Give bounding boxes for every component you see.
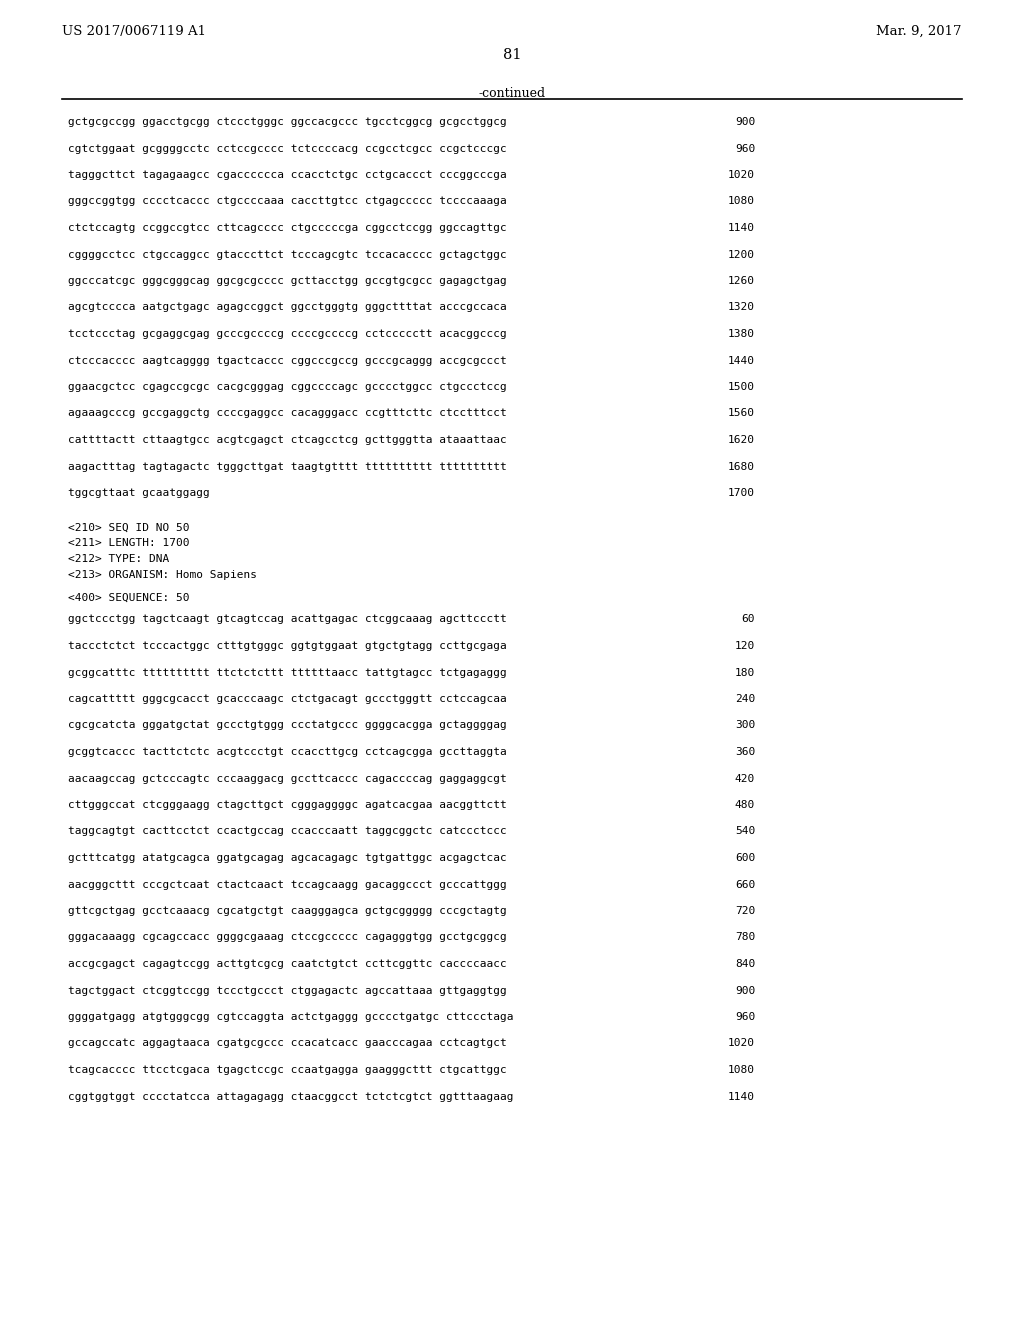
Text: 960: 960 bbox=[735, 1012, 755, 1022]
Text: <211> LENGTH: 1700: <211> LENGTH: 1700 bbox=[68, 539, 189, 549]
Text: taggcagtgt cacttcctct ccactgccag ccacccaatt taggcggctc catccctccc: taggcagtgt cacttcctct ccactgccag ccaccca… bbox=[68, 826, 507, 837]
Text: 120: 120 bbox=[735, 642, 755, 651]
Text: ggcccatcgc gggcgggcag ggcgcgcccc gcttacctgg gccgtgcgcc gagagctgag: ggcccatcgc gggcgggcag ggcgcgcccc gcttacc… bbox=[68, 276, 507, 286]
Text: <400> SEQUENCE: 50: <400> SEQUENCE: 50 bbox=[68, 593, 189, 602]
Text: 1440: 1440 bbox=[728, 355, 755, 366]
Text: 1200: 1200 bbox=[728, 249, 755, 260]
Text: 420: 420 bbox=[735, 774, 755, 784]
Text: 1380: 1380 bbox=[728, 329, 755, 339]
Text: accgcgagct cagagtccgg acttgtcgcg caatctgtct ccttcggttc caccccaacc: accgcgagct cagagtccgg acttgtcgcg caatctg… bbox=[68, 960, 507, 969]
Text: cggtggtggt cccctatcca attagagagg ctaacggcct tctctcgtct ggtttaagaag: cggtggtggt cccctatcca attagagagg ctaacgg… bbox=[68, 1092, 513, 1101]
Text: gccagccatc aggagtaaca cgatgcgccc ccacatcacc gaacccagaa cctcagtgct: gccagccatc aggagtaaca cgatgcgccc ccacatc… bbox=[68, 1039, 507, 1048]
Text: 1140: 1140 bbox=[728, 223, 755, 234]
Text: cattttactt cttaagtgcc acgtcgagct ctcagcctcg gcttgggtta ataaattaac: cattttactt cttaagtgcc acgtcgagct ctcagcc… bbox=[68, 436, 507, 445]
Text: cggggcctcc ctgccaggcc gtacccttct tcccagcgtc tccacacccc gctagctggc: cggggcctcc ctgccaggcc gtacccttct tcccagc… bbox=[68, 249, 507, 260]
Text: cttgggccat ctcgggaagg ctagcttgct cgggaggggc agatcacgaa aacggttctt: cttgggccat ctcgggaagg ctagcttgct cgggagg… bbox=[68, 800, 507, 810]
Text: ctctccagtg ccggccgtcc cttcagcccc ctgcccccga cggcctccgg ggccagttgc: ctctccagtg ccggccgtcc cttcagcccc ctgcccc… bbox=[68, 223, 507, 234]
Text: ggaacgctcc cgagccgcgc cacgcgggag cggccccagc gcccctggcc ctgccctccg: ggaacgctcc cgagccgcgc cacgcgggag cggcccc… bbox=[68, 381, 507, 392]
Text: aagactttag tagtagactc tgggcttgat taagtgtttt tttttttttt tttttttttt: aagactttag tagtagactc tgggcttgat taagtgt… bbox=[68, 462, 507, 471]
Text: 1080: 1080 bbox=[728, 1065, 755, 1074]
Text: gcggcatttc tttttttttt ttctctcttt ttttttaacc tattgtagcc tctgagaggg: gcggcatttc tttttttttt ttctctcttt tttttta… bbox=[68, 668, 507, 677]
Text: tagggcttct tagagaagcc cgacccccca ccacctctgc cctgcaccct cccggcccga: tagggcttct tagagaagcc cgacccccca ccacctc… bbox=[68, 170, 507, 180]
Text: gttcgctgag gcctcaaacg cgcatgctgt caagggagca gctgcggggg cccgctagtg: gttcgctgag gcctcaaacg cgcatgctgt caaggga… bbox=[68, 906, 507, 916]
Text: 900: 900 bbox=[735, 986, 755, 995]
Text: 60: 60 bbox=[741, 615, 755, 624]
Text: 1020: 1020 bbox=[728, 1039, 755, 1048]
Text: agaaagcccg gccgaggctg ccccgaggcc cacagggacc ccgtttcttc ctcctttcct: agaaagcccg gccgaggctg ccccgaggcc cacaggg… bbox=[68, 408, 507, 418]
Text: gggccggtgg cccctcaccc ctgccccaaa caccttgtcc ctgagccccc tccccaaaga: gggccggtgg cccctcaccc ctgccccaaa caccttg… bbox=[68, 197, 507, 206]
Text: cgcgcatcta gggatgctat gccctgtggg ccctatgccc ggggcacgga gctaggggag: cgcgcatcta gggatgctat gccctgtggg ccctatg… bbox=[68, 721, 507, 730]
Text: aacgggcttt cccgctcaat ctactcaact tccagcaagg gacaggccct gcccattggg: aacgggcttt cccgctcaat ctactcaact tccagca… bbox=[68, 879, 507, 890]
Text: <213> ORGANISM: Homo Sapiens: <213> ORGANISM: Homo Sapiens bbox=[68, 570, 257, 581]
Text: 720: 720 bbox=[735, 906, 755, 916]
Text: 900: 900 bbox=[735, 117, 755, 127]
Text: 1320: 1320 bbox=[728, 302, 755, 313]
Text: 1560: 1560 bbox=[728, 408, 755, 418]
Text: cagcattttt gggcgcacct gcacccaagc ctctgacagt gccctgggtt cctccagcaa: cagcattttt gggcgcacct gcacccaagc ctctgac… bbox=[68, 694, 507, 704]
Text: ggggatgagg atgtgggcgg cgtccaggta actctgaggg gcccctgatgc cttccctaga: ggggatgagg atgtgggcgg cgtccaggta actctga… bbox=[68, 1012, 513, 1022]
Text: gctttcatgg atatgcagca ggatgcagag agcacagagc tgtgattggc acgagctcac: gctttcatgg atatgcagca ggatgcagag agcacag… bbox=[68, 853, 507, 863]
Text: taccctctct tcccactggc ctttgtgggc ggtgtggaat gtgctgtagg ccttgcgaga: taccctctct tcccactggc ctttgtgggc ggtgtgg… bbox=[68, 642, 507, 651]
Text: cgtctggaat gcggggcctc cctccgcccc tctccccacg ccgcctcgcc ccgctcccgc: cgtctggaat gcggggcctc cctccgcccc tctcccc… bbox=[68, 144, 507, 153]
Text: Mar. 9, 2017: Mar. 9, 2017 bbox=[877, 25, 962, 38]
Text: gctgcgccgg ggacctgcgg ctccctgggc ggccacgccc tgcctcggcg gcgcctggcg: gctgcgccgg ggacctgcgg ctccctgggc ggccacg… bbox=[68, 117, 507, 127]
Text: 1680: 1680 bbox=[728, 462, 755, 471]
Text: 1620: 1620 bbox=[728, 436, 755, 445]
Text: 600: 600 bbox=[735, 853, 755, 863]
Text: 1140: 1140 bbox=[728, 1092, 755, 1101]
Text: 1020: 1020 bbox=[728, 170, 755, 180]
Text: gggacaaagg cgcagccacc ggggcgaaag ctccgccccc cagagggtgg gcctgcggcg: gggacaaagg cgcagccacc ggggcgaaag ctccgcc… bbox=[68, 932, 507, 942]
Text: ggctccctgg tagctcaagt gtcagtccag acattgagac ctcggcaaag agcttccctt: ggctccctgg tagctcaagt gtcagtccag acattga… bbox=[68, 615, 507, 624]
Text: 300: 300 bbox=[735, 721, 755, 730]
Text: 1700: 1700 bbox=[728, 488, 755, 498]
Text: gcggtcaccc tacttctctc acgtccctgt ccaccttgcg cctcagcgga gccttaggta: gcggtcaccc tacttctctc acgtccctgt ccacctt… bbox=[68, 747, 507, 756]
Text: agcgtcccca aatgctgagc agagccggct ggcctgggtg gggcttttat acccgccaca: agcgtcccca aatgctgagc agagccggct ggcctgg… bbox=[68, 302, 507, 313]
Text: <212> TYPE: DNA: <212> TYPE: DNA bbox=[68, 554, 169, 565]
Text: tcctccctag gcgaggcgag gcccgccccg ccccgccccg cctccccctt acacggcccg: tcctccctag gcgaggcgag gcccgccccg ccccgcc… bbox=[68, 329, 507, 339]
Text: aacaagccag gctcccagtc cccaaggacg gccttcaccc cagaccccag gaggaggcgt: aacaagccag gctcccagtc cccaaggacg gccttca… bbox=[68, 774, 507, 784]
Text: <210> SEQ ID NO 50: <210> SEQ ID NO 50 bbox=[68, 523, 189, 532]
Text: US 2017/0067119 A1: US 2017/0067119 A1 bbox=[62, 25, 206, 38]
Text: tagctggact ctcggtccgg tccctgccct ctggagactc agccattaaa gttgaggtgg: tagctggact ctcggtccgg tccctgccct ctggaga… bbox=[68, 986, 507, 995]
Text: 1260: 1260 bbox=[728, 276, 755, 286]
Text: 240: 240 bbox=[735, 694, 755, 704]
Text: 480: 480 bbox=[735, 800, 755, 810]
Text: 660: 660 bbox=[735, 879, 755, 890]
Text: tggcgttaat gcaatggagg: tggcgttaat gcaatggagg bbox=[68, 488, 210, 498]
Text: 780: 780 bbox=[735, 932, 755, 942]
Text: 1080: 1080 bbox=[728, 197, 755, 206]
Text: 1500: 1500 bbox=[728, 381, 755, 392]
Text: -continued: -continued bbox=[478, 87, 546, 100]
Text: 540: 540 bbox=[735, 826, 755, 837]
Text: ctcccacccc aagtcagggg tgactcaccc cggcccgccg gcccgcaggg accgcgccct: ctcccacccc aagtcagggg tgactcaccc cggcccg… bbox=[68, 355, 507, 366]
Text: 840: 840 bbox=[735, 960, 755, 969]
Text: 81: 81 bbox=[503, 48, 521, 62]
Text: 360: 360 bbox=[735, 747, 755, 756]
Text: 180: 180 bbox=[735, 668, 755, 677]
Text: 960: 960 bbox=[735, 144, 755, 153]
Text: tcagcacccc ttcctcgaca tgagctccgc ccaatgagga gaagggcttt ctgcattggc: tcagcacccc ttcctcgaca tgagctccgc ccaatga… bbox=[68, 1065, 507, 1074]
